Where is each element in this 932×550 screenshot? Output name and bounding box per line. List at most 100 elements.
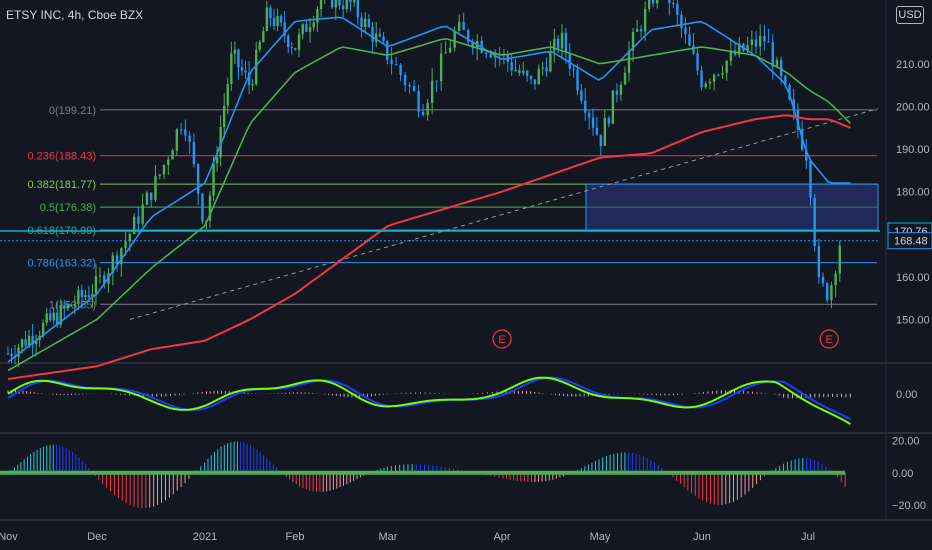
earnings-marker xyxy=(492,329,512,349)
candle-body xyxy=(56,312,59,325)
candle-body xyxy=(619,84,623,95)
candle-body xyxy=(319,0,323,10)
candle-body xyxy=(834,273,837,286)
candle-body xyxy=(279,16,283,23)
candle-body xyxy=(94,276,98,294)
osc-main-line xyxy=(7,376,851,425)
candle-body xyxy=(771,42,774,68)
candle-body xyxy=(394,63,398,66)
candle-body xyxy=(595,127,599,135)
candle-body xyxy=(453,30,456,48)
candle-body xyxy=(643,9,647,32)
candle-body xyxy=(192,141,196,165)
candle-body xyxy=(240,67,244,71)
candle-body xyxy=(283,22,286,36)
trend-line xyxy=(129,108,879,320)
osc-signal-line xyxy=(7,376,851,421)
candle-body xyxy=(651,0,655,4)
time-axis-label: Mar xyxy=(379,531,398,543)
time-axis-label: 2021 xyxy=(193,531,217,543)
candle-body xyxy=(226,83,229,106)
candle-body xyxy=(184,129,187,136)
candle-body xyxy=(77,289,80,305)
candle-body xyxy=(537,68,540,85)
earnings-marker xyxy=(819,329,839,349)
candle-body xyxy=(63,304,66,309)
candle-body xyxy=(421,111,425,115)
candle-body xyxy=(31,336,34,345)
candle-body xyxy=(301,24,304,35)
candle-body xyxy=(371,26,374,42)
candle-body xyxy=(805,149,808,161)
candle-body xyxy=(175,129,179,151)
hist-axis-label: 0.00 xyxy=(892,468,913,480)
candle-body xyxy=(417,90,420,112)
candle-body xyxy=(721,73,724,75)
candle-body xyxy=(162,164,166,175)
candle-body xyxy=(712,74,716,82)
chart-title: ETSY INC, 4h, Cboe BZX xyxy=(6,8,144,22)
candle-body xyxy=(788,84,791,100)
candle-body xyxy=(188,135,191,142)
candle-body xyxy=(817,245,821,278)
price-label-box xyxy=(887,232,932,250)
candle-body xyxy=(49,313,52,321)
candle-body xyxy=(688,34,691,46)
candle-body xyxy=(462,21,465,31)
candle-body xyxy=(52,312,55,321)
candle-body xyxy=(607,117,611,124)
candle-body xyxy=(230,53,233,84)
price-axis-label: 180.00 xyxy=(896,187,930,199)
candle-body xyxy=(518,69,521,74)
candle-body xyxy=(120,248,123,265)
candle-body xyxy=(276,16,279,27)
candle-body xyxy=(219,127,222,158)
candle-body xyxy=(212,163,215,196)
candle-body xyxy=(290,47,293,49)
candle-body xyxy=(137,216,140,224)
candle-body xyxy=(587,112,591,118)
candle-body xyxy=(24,339,27,346)
candle-body xyxy=(568,53,571,69)
candle-body xyxy=(386,41,389,60)
candle-body xyxy=(471,41,474,49)
candle-body xyxy=(158,174,161,176)
candle-body xyxy=(611,90,615,124)
price-label: 168.48 xyxy=(894,236,928,248)
candle-body xyxy=(103,275,106,285)
candle-body xyxy=(457,21,461,31)
candle-body xyxy=(251,84,254,86)
candle-body xyxy=(435,80,438,82)
candle-body xyxy=(237,49,240,68)
candle-body xyxy=(10,353,13,357)
candle-body xyxy=(556,38,560,49)
candle-body xyxy=(341,5,345,10)
candle-body xyxy=(145,192,149,205)
candle-body xyxy=(763,35,766,42)
currency-button[interactable]: USD xyxy=(896,6,924,24)
candle-body xyxy=(269,7,272,19)
candle-body xyxy=(838,245,841,274)
candle-body xyxy=(258,42,261,50)
candle-body xyxy=(262,30,265,43)
candle-body xyxy=(378,33,382,37)
candle-body xyxy=(631,31,635,51)
candle-body xyxy=(696,53,699,71)
candle-body xyxy=(656,0,659,4)
candle-body xyxy=(73,304,77,307)
candle-body xyxy=(758,35,762,47)
candle-body xyxy=(408,84,411,87)
candle-body xyxy=(132,216,136,234)
candle-body xyxy=(680,14,683,29)
candle-body xyxy=(111,255,114,274)
time-axis-label: Dec xyxy=(87,531,107,543)
candle-body xyxy=(308,27,312,32)
candle-body xyxy=(426,103,429,115)
candle-body xyxy=(41,322,45,336)
candle-body xyxy=(485,52,488,55)
candle-body xyxy=(549,50,552,72)
candle-body xyxy=(382,36,385,42)
fib-level-label: 0.5(176.38) xyxy=(40,202,96,214)
candle-body xyxy=(754,39,758,47)
